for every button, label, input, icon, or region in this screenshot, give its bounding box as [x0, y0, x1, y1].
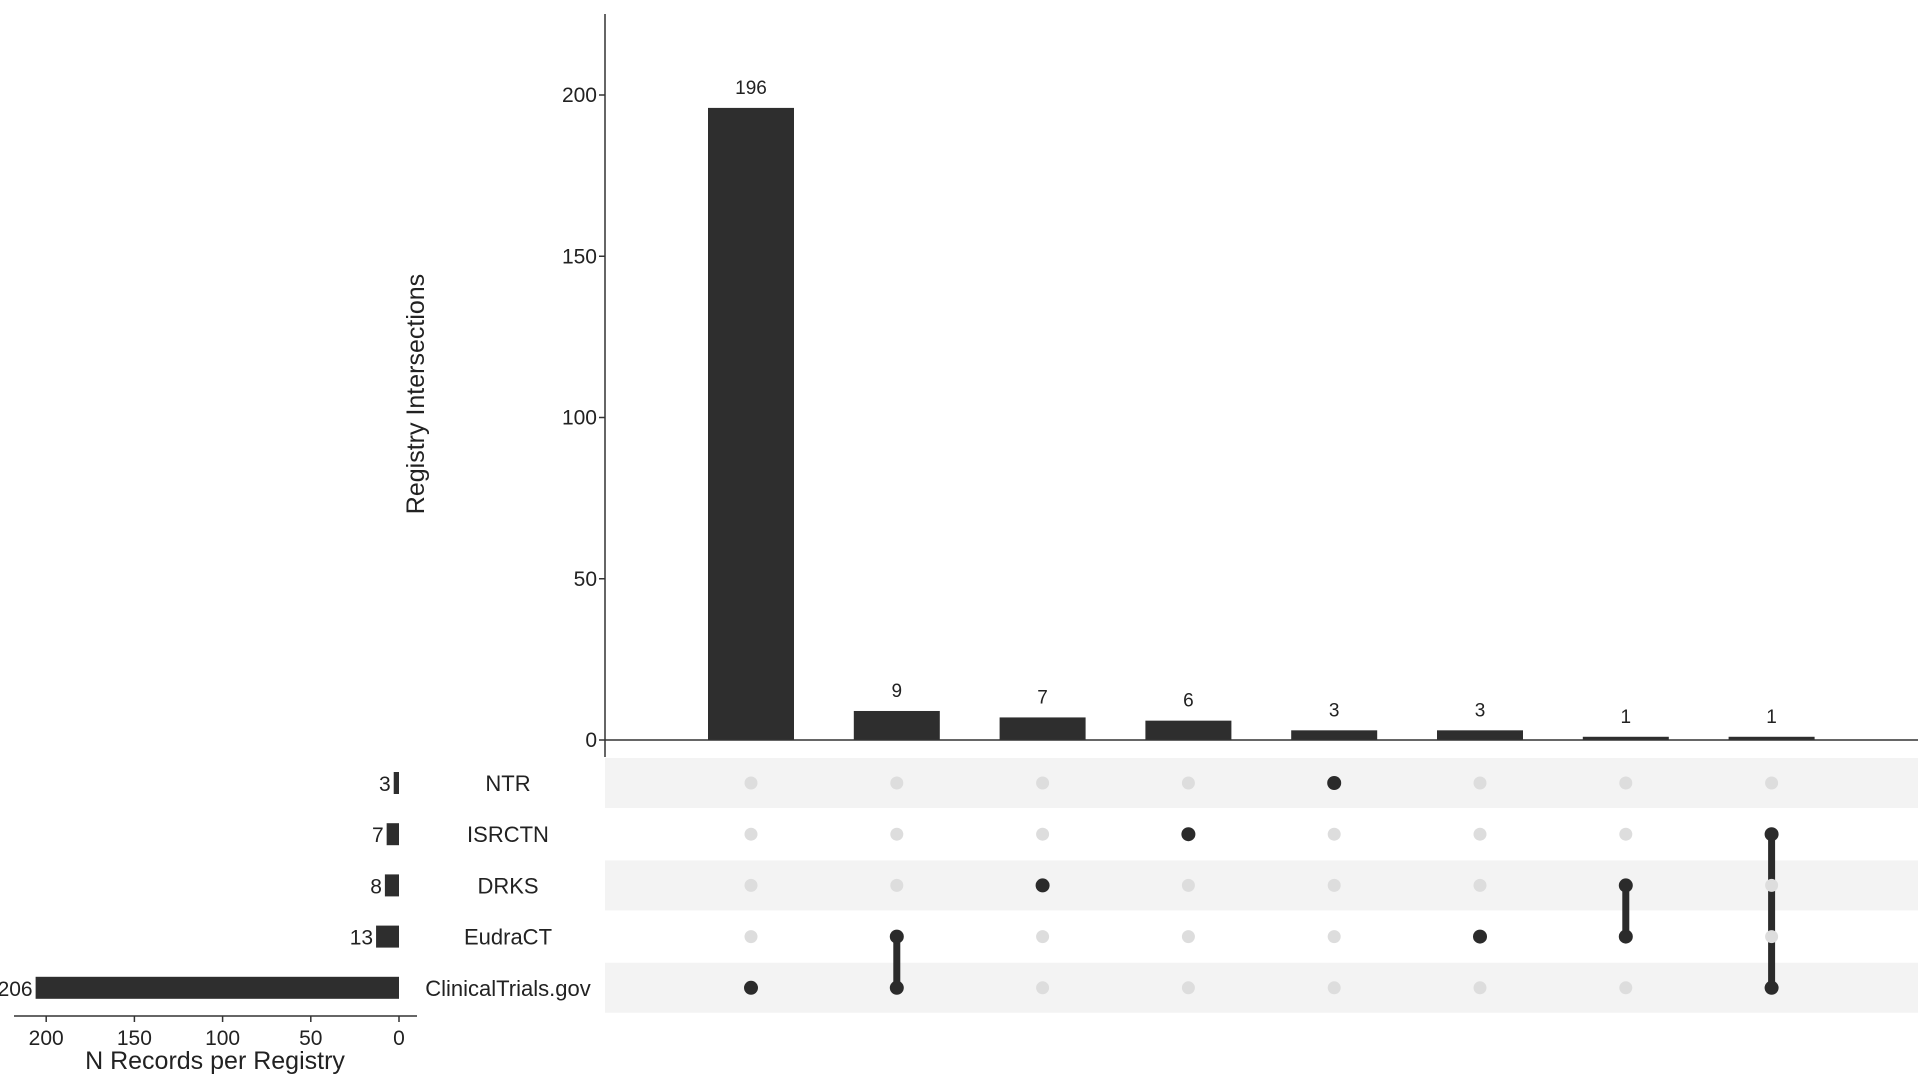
matrix-dot-inactive [1765, 878, 1779, 892]
set-size-label: 13 [350, 927, 373, 950]
matrix-row-shade [605, 962, 1918, 1013]
set-size-label: 8 [370, 875, 382, 898]
set-axis-tick-label: 200 [29, 1027, 64, 1050]
intersection-bar-label: 9 [892, 681, 903, 702]
set-name-label: DRKS [477, 873, 538, 898]
matrix-dot-inactive [1765, 930, 1779, 944]
matrix-dot-active [889, 929, 904, 944]
intersection-bar [1291, 730, 1378, 740]
y-tick-label: 50 [574, 568, 597, 591]
matrix-dot-inactive [744, 827, 758, 841]
matrix-dot-inactive [1181, 930, 1195, 944]
intersection-bar [1582, 736, 1669, 740]
matrix-dot-inactive [1181, 776, 1195, 790]
matrix-dot-active [1327, 776, 1342, 790]
matrix-dot-active [1618, 878, 1633, 893]
matrix-dot-inactive [1327, 981, 1341, 995]
matrix-dot-inactive [1036, 827, 1050, 841]
matrix-dot-active [1618, 929, 1633, 944]
intersection-bar [1145, 720, 1232, 740]
y-axis-title: Registry Intersections [402, 274, 430, 514]
matrix-dot-inactive [1181, 981, 1195, 995]
matrix-dot-inactive [890, 776, 904, 790]
matrix-dot-inactive [1327, 930, 1341, 944]
intersection-bar [853, 710, 940, 740]
y-tick-label: 200 [562, 84, 597, 107]
set-size-bar [376, 925, 399, 948]
matrix-dot-inactive [1765, 776, 1779, 790]
matrix-row-shading [605, 758, 1918, 1013]
y-tick-label: 150 [562, 245, 597, 268]
y-tick-label: 100 [562, 407, 597, 430]
intersection-bar [999, 717, 1086, 740]
set-size-bar [35, 976, 400, 999]
set-axis-tick-label: 150 [117, 1027, 152, 1050]
set-size-label: 206 [0, 978, 33, 1001]
matrix-dot-inactive [890, 827, 904, 841]
matrix-dot-active [1473, 929, 1487, 944]
set-size-x-axis: 200 150 100 50 0 N Records per Registry [14, 1015, 417, 1075]
set-axis-tick-label: 50 [299, 1027, 322, 1050]
matrix-dot-inactive [1473, 878, 1487, 892]
intersection-bar-label: 6 [1183, 691, 1194, 712]
set-size-bar [384, 874, 399, 897]
matrix-dot-active [1181, 827, 1196, 842]
intersection-bar-label: 3 [1329, 700, 1340, 721]
set-name-label: EudraCT [464, 925, 552, 950]
intersection-bar-label: 1 [1766, 707, 1777, 728]
matrix-dot-inactive [1327, 878, 1341, 892]
set-name-label: ISRCTN [467, 822, 549, 847]
intersection-bar [708, 107, 794, 740]
matrix-dot-inactive [1619, 827, 1633, 841]
intersection-bar [1728, 736, 1815, 740]
matrix-dot-inactive [744, 878, 758, 892]
matrix-dot-inactive [1036, 776, 1050, 790]
matrix-dot-active [1764, 980, 1779, 995]
set-size-label: 7 [372, 824, 384, 847]
matrix-dot-inactive [1619, 776, 1633, 790]
set-size-bar [386, 823, 399, 846]
set-name-labels: NTR ISRCTN DRKS EudraCT ClinicalTrials.gov [425, 771, 590, 1001]
matrix-dot-active [889, 980, 904, 995]
matrix-dot-active [1764, 827, 1779, 842]
intersection-bar-label: 196 [735, 78, 767, 99]
matrix-dot-inactive [744, 776, 758, 790]
matrix-dot-active [1035, 878, 1050, 893]
matrix-dot-inactive [1327, 827, 1341, 841]
matrix-dot-active [744, 980, 758, 995]
matrix-dot-inactive [744, 930, 758, 944]
matrix-row-shade [605, 860, 1918, 911]
set-size-bars: 3 7 8 13 206 [0, 772, 400, 1001]
matrix-row-shade [605, 758, 1918, 808]
intersection-bar-label: 1 [1621, 707, 1632, 728]
set-name-label: ClinicalTrials.gov [425, 976, 590, 1001]
set-size-bar [393, 772, 399, 794]
intersection-bar-label: 7 [1037, 687, 1048, 708]
membership-matrix [744, 776, 1779, 995]
intersection-bar-label: 3 [1475, 700, 1486, 721]
matrix-dot-inactive [1036, 981, 1050, 995]
set-axis-tick-label: 0 [393, 1027, 405, 1050]
matrix-dot-inactive [1473, 827, 1487, 841]
matrix-dot-inactive [1473, 776, 1487, 790]
matrix-dot-inactive [1036, 930, 1050, 944]
set-axis-title: N Records per Registry [85, 1047, 345, 1075]
intersection-bars: 196 9 7 6 3 3 1 1 [708, 78, 1815, 740]
set-name-label: NTR [485, 771, 530, 796]
matrix-dot-inactive [1181, 878, 1195, 892]
matrix-dot-inactive [890, 878, 904, 892]
matrix-dot-inactive [1473, 981, 1487, 995]
set-axis-tick-label: 100 [205, 1027, 240, 1050]
intersection-bar [1437, 730, 1523, 740]
matrix-dot-inactive [1619, 981, 1633, 995]
y-tick-label: 0 [585, 729, 597, 752]
set-size-label: 3 [379, 773, 391, 796]
intersection-y-axis: 0 50 100 150 200 Registry Intersections [402, 14, 1918, 757]
